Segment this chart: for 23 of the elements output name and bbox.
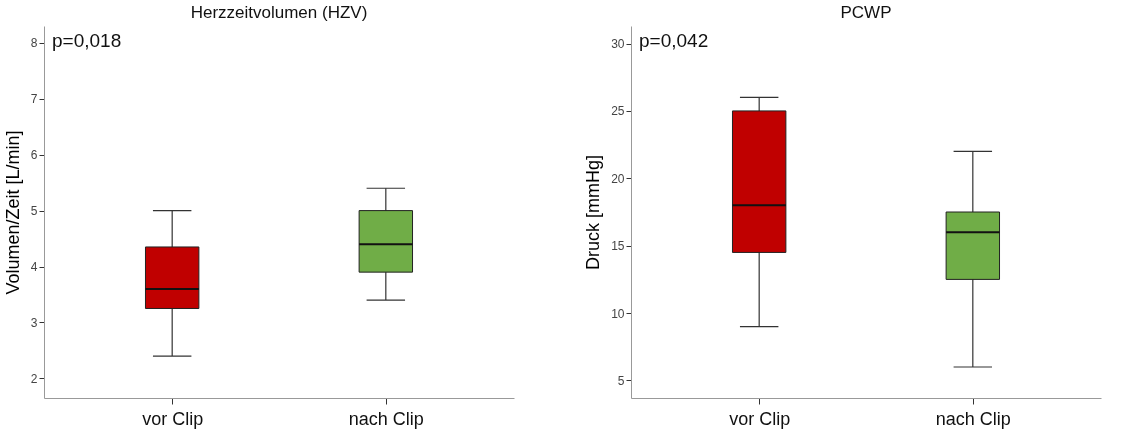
y-tick-label: 30	[611, 37, 625, 52]
y-tick-label: 4	[30, 260, 38, 275]
annotation: p=0,018	[52, 30, 122, 51]
annotation: p=0,042	[639, 30, 709, 51]
x-tick-label: nach Clip	[935, 408, 1011, 429]
y-axis-title: Volumen/Zeit [L/min]	[2, 130, 23, 295]
y-tick-label: 5	[617, 373, 625, 388]
y-tick-label: 7	[30, 92, 38, 107]
y-tick-label: 6	[30, 148, 38, 163]
y-tick-label: 15	[611, 239, 625, 254]
y-tick-label: 20	[611, 171, 625, 186]
y-tick-label: 25	[611, 104, 625, 119]
y-tick-label: 10	[611, 306, 625, 321]
y-axis-title: Druck [mmHg]	[583, 154, 604, 271]
y-tick-label: 5	[30, 204, 38, 219]
x-tick-label: vor Clip	[142, 408, 204, 429]
chart-title: PCWP	[840, 3, 892, 22]
x-tick-label: nach Clip	[348, 408, 424, 429]
y-tick-label: 2	[30, 371, 38, 386]
x-tick-label: vor Clip	[729, 408, 791, 429]
y-tick-label: 8	[30, 36, 38, 51]
y-tick-label: 3	[30, 315, 38, 330]
chart-title: Herzzeitvolumen (HZV)	[190, 3, 368, 22]
